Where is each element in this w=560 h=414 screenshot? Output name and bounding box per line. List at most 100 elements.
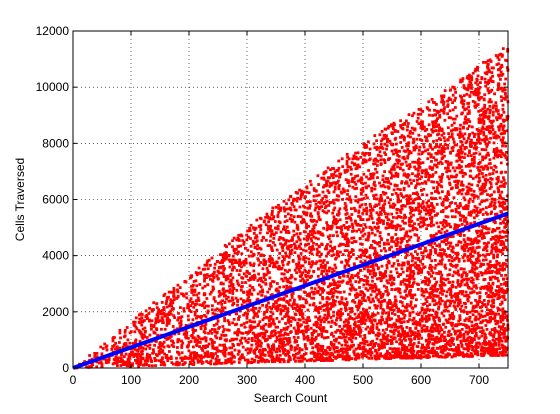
scatter-point bbox=[386, 306, 389, 310]
scatter-point bbox=[253, 314, 257, 317]
scatter-point bbox=[393, 301, 397, 305]
scatter-point bbox=[476, 241, 479, 245]
scatter-point bbox=[486, 87, 490, 91]
scatter-point bbox=[420, 330, 424, 333]
scatter-point bbox=[293, 268, 297, 272]
scatter-point bbox=[404, 306, 408, 310]
scatter-point bbox=[399, 136, 402, 139]
scatter-point bbox=[196, 339, 200, 342]
scatter-point bbox=[381, 208, 384, 212]
scatter-point bbox=[270, 351, 274, 355]
scatter-point bbox=[351, 230, 354, 233]
scatter-point bbox=[357, 301, 361, 305]
scatter-point bbox=[453, 180, 457, 183]
scatter-point bbox=[266, 271, 270, 275]
scatter-point bbox=[148, 343, 152, 347]
scatter-point bbox=[474, 298, 477, 302]
scatter-point bbox=[475, 174, 479, 178]
scatter-point bbox=[401, 332, 405, 335]
scatter-point bbox=[307, 271, 310, 275]
scatter-point bbox=[470, 78, 474, 82]
scatter-point bbox=[333, 187, 337, 191]
scatter-point bbox=[480, 118, 484, 122]
scatter-point bbox=[424, 246, 427, 250]
scatter-point bbox=[312, 189, 316, 192]
scatter-point bbox=[249, 250, 253, 254]
scatter-point bbox=[124, 352, 128, 356]
scatter-point bbox=[243, 336, 247, 340]
scatter-point bbox=[489, 136, 492, 140]
scatter-point bbox=[191, 328, 195, 331]
scatter-point bbox=[501, 248, 505, 252]
scatter-point bbox=[477, 312, 481, 316]
scatter-point bbox=[384, 153, 388, 156]
scatter-point bbox=[450, 129, 453, 133]
scatter-point bbox=[484, 180, 488, 184]
scatter-point bbox=[325, 204, 328, 208]
scatter-point bbox=[458, 127, 462, 131]
scatter-point bbox=[419, 220, 423, 224]
scatter-point bbox=[305, 330, 308, 334]
scatter-point bbox=[261, 280, 265, 284]
scatter-point bbox=[347, 240, 351, 244]
scatter-point bbox=[283, 343, 287, 347]
scatter-point bbox=[176, 327, 179, 331]
scatter-point bbox=[393, 224, 397, 228]
scatter-point bbox=[394, 351, 398, 355]
scatter-point bbox=[228, 313, 232, 316]
scatter-point bbox=[437, 191, 441, 195]
scatter-point bbox=[322, 202, 326, 206]
scatter-point bbox=[250, 308, 253, 312]
scatter-point bbox=[453, 330, 457, 333]
scatter-point bbox=[377, 202, 381, 206]
scatter-point bbox=[463, 132, 467, 136]
scatter-point bbox=[311, 220, 314, 223]
scatter-point bbox=[143, 335, 147, 339]
scatter-point bbox=[260, 358, 263, 362]
scatter-point bbox=[383, 133, 386, 137]
scatter-point bbox=[381, 183, 385, 187]
scatter-point bbox=[338, 335, 342, 339]
scatter-point bbox=[454, 207, 458, 211]
scatter-point bbox=[499, 161, 503, 165]
scatter-point bbox=[387, 233, 390, 236]
scatter-point bbox=[417, 152, 421, 156]
scatter-point bbox=[309, 212, 313, 216]
scatter-point bbox=[468, 151, 471, 154]
scatter-point bbox=[503, 131, 506, 135]
scatter-point bbox=[442, 314, 446, 318]
scatter-point bbox=[492, 265, 496, 269]
scatter-point bbox=[169, 302, 172, 306]
scatter-point bbox=[477, 176, 481, 180]
scatter-point bbox=[357, 326, 360, 330]
scatter-point bbox=[502, 197, 505, 201]
scatter-point bbox=[476, 67, 479, 70]
scatter-point bbox=[504, 170, 507, 174]
scatter-point bbox=[135, 327, 139, 331]
scatter-point bbox=[369, 265, 372, 268]
scatter-point bbox=[400, 207, 404, 211]
scatter-point bbox=[393, 313, 397, 316]
scatter-point bbox=[451, 299, 455, 303]
scatter-point bbox=[388, 246, 392, 250]
scatter-point bbox=[335, 198, 338, 202]
scatter-point bbox=[456, 280, 460, 284]
scatter-point bbox=[146, 344, 150, 348]
scatter-point bbox=[157, 308, 161, 311]
scatter-point bbox=[150, 309, 154, 313]
scatter-point bbox=[470, 84, 473, 87]
scatter-point bbox=[273, 220, 277, 223]
scatter-point bbox=[263, 310, 266, 314]
scatter-point bbox=[495, 63, 499, 66]
scatter-point bbox=[316, 211, 320, 214]
scatter-point bbox=[444, 215, 448, 218]
scatter-point bbox=[265, 303, 269, 307]
scatter-point bbox=[364, 327, 368, 331]
scatter-point bbox=[404, 215, 408, 219]
scatter-point bbox=[463, 294, 466, 298]
scatter-point bbox=[384, 311, 388, 315]
scatter-point bbox=[259, 285, 263, 289]
scatter-point bbox=[445, 224, 449, 227]
scatter-point bbox=[392, 127, 395, 131]
scatter-point bbox=[375, 164, 379, 167]
